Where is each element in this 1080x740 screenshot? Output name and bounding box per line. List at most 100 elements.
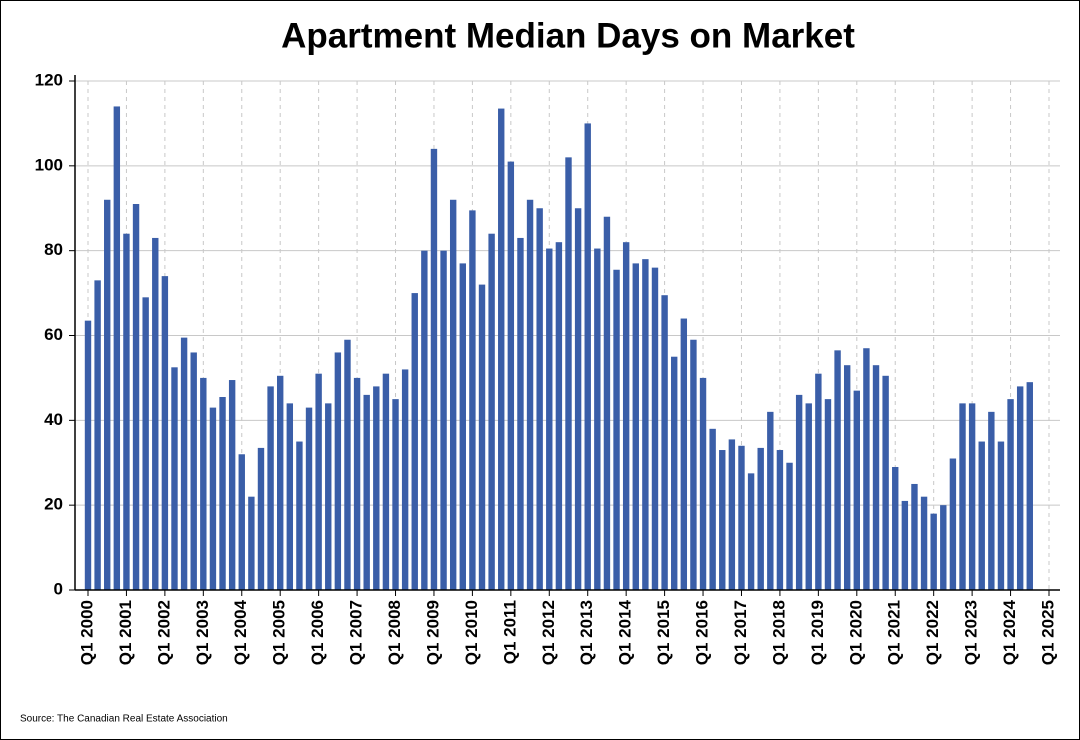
bar — [988, 411, 995, 590]
bar — [344, 339, 351, 590]
x-tick-label: Q1 2001 — [116, 600, 135, 665]
bar — [997, 441, 1005, 590]
bar — [401, 369, 409, 590]
x-tick-label: Q1 2022 — [923, 600, 942, 665]
bar — [613, 269, 620, 590]
bar — [555, 242, 563, 590]
bar — [738, 445, 745, 590]
x-tick-label: Q1 2012 — [539, 600, 558, 665]
bar — [661, 295, 668, 590]
y-tick-label: 20 — [44, 495, 63, 514]
bar — [267, 386, 274, 590]
bar — [142, 297, 149, 590]
x-tick-label: Q1 2002 — [154, 600, 173, 665]
x-tick-label: Q1 2014 — [616, 599, 635, 665]
bar — [574, 208, 582, 590]
bar — [248, 496, 255, 590]
bar — [161, 276, 169, 590]
bar — [978, 441, 985, 590]
bar — [296, 441, 303, 590]
bar — [459, 263, 466, 590]
source-note: Source: The Canadian Real Estate Associa… — [20, 714, 228, 725]
bar — [603, 216, 611, 590]
x-tick-label: Q1 2007 — [347, 600, 366, 665]
bar — [1016, 386, 1024, 590]
bar — [795, 394, 803, 590]
bar — [536, 208, 543, 590]
bar — [1007, 399, 1014, 590]
bar — [219, 397, 226, 590]
bar — [920, 496, 928, 590]
bar — [171, 367, 178, 590]
bar — [651, 267, 659, 590]
bar — [421, 250, 428, 590]
bar — [680, 318, 688, 590]
bar — [334, 352, 342, 590]
bar — [430, 148, 438, 590]
bar — [305, 407, 313, 590]
bar — [315, 373, 322, 590]
bar — [228, 380, 236, 590]
y-tick-label: 60 — [44, 325, 63, 344]
y-tick-label: 80 — [44, 240, 63, 259]
bar — [786, 462, 793, 590]
y-tick-label: 100 — [35, 155, 63, 174]
bar — [767, 411, 774, 590]
bar — [815, 373, 822, 590]
bar — [709, 428, 716, 590]
y-tick-label: 120 — [35, 70, 63, 89]
bar — [853, 390, 860, 590]
bar — [152, 237, 159, 591]
bar — [584, 123, 591, 591]
bar — [805, 403, 812, 590]
x-tick-label: Q1 2004 — [231, 599, 250, 665]
bar — [449, 199, 457, 590]
bar — [872, 365, 880, 590]
x-tick-label: Q1 2013 — [577, 600, 596, 665]
bar — [363, 394, 370, 590]
bar — [517, 237, 524, 591]
bar — [940, 505, 947, 590]
bar — [132, 204, 140, 590]
bar — [930, 513, 937, 590]
bar — [411, 293, 418, 590]
bar — [373, 386, 380, 590]
x-tick-label: Q1 2020 — [846, 600, 865, 665]
x-tick-label: Q1 2019 — [808, 600, 827, 665]
bar — [642, 259, 649, 590]
x-tick-label: Q1 2009 — [423, 600, 442, 665]
bar — [824, 399, 832, 590]
bar — [84, 320, 92, 590]
bar — [382, 373, 390, 590]
bar — [911, 483, 918, 590]
bar — [478, 284, 486, 590]
y-tick-label: 0 — [54, 579, 63, 598]
bar — [632, 263, 639, 590]
bar — [392, 399, 399, 590]
x-tick-label: Q1 2025 — [1038, 600, 1057, 665]
bar — [546, 248, 553, 590]
bar — [353, 377, 361, 590]
bar — [469, 210, 476, 590]
bar — [200, 377, 207, 590]
bar — [622, 242, 630, 590]
bar — [757, 447, 764, 590]
x-tick-label: Q1 2006 — [308, 600, 327, 665]
bar — [968, 403, 976, 590]
x-tick-label: Q1 2008 — [385, 600, 404, 665]
bar — [104, 199, 111, 590]
bar — [507, 161, 515, 590]
x-tick-label: Q1 2018 — [769, 600, 788, 665]
y-tick-label: 40 — [44, 410, 63, 429]
bar — [488, 233, 495, 590]
bar — [728, 439, 736, 590]
x-tick-label: Q1 2016 — [693, 600, 712, 665]
x-tick-label: Q1 2000 — [77, 600, 96, 665]
x-tick-label: Q1 2010 — [462, 600, 481, 665]
bar — [565, 157, 572, 590]
bar — [123, 233, 130, 590]
bar — [834, 350, 841, 590]
bar — [959, 403, 966, 590]
bar — [325, 403, 332, 590]
x-tick-label: Q1 2015 — [654, 600, 673, 665]
